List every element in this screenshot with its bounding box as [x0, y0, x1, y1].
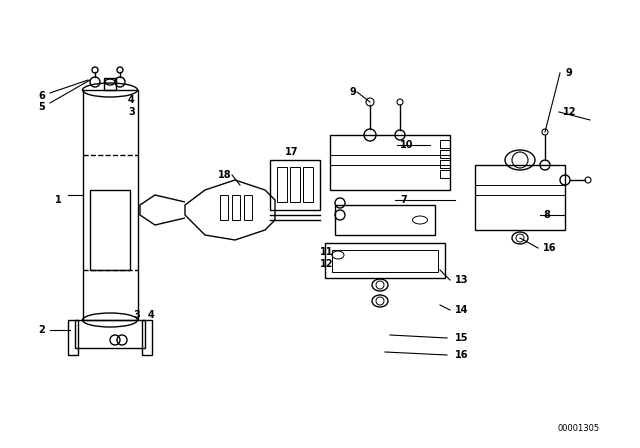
Bar — [277, 167, 287, 202]
Text: 00001305: 00001305 — [558, 423, 600, 432]
Bar — [440, 150, 450, 158]
Text: 16: 16 — [543, 243, 557, 253]
Text: 9: 9 — [565, 68, 572, 78]
Text: 10: 10 — [400, 140, 413, 150]
Bar — [335, 205, 435, 235]
Text: 2: 2 — [38, 325, 45, 335]
Bar — [68, 320, 78, 355]
Bar — [440, 160, 450, 168]
Text: 4: 4 — [148, 310, 155, 320]
Text: 7: 7 — [400, 195, 407, 205]
Bar — [104, 78, 116, 90]
Text: 8: 8 — [543, 210, 550, 220]
Bar — [325, 243, 445, 278]
Bar — [440, 140, 450, 148]
Bar — [332, 250, 438, 272]
Text: 12: 12 — [320, 259, 333, 269]
Bar — [475, 165, 565, 230]
Text: 3: 3 — [128, 107, 135, 117]
Text: 9: 9 — [350, 87, 356, 97]
Bar — [270, 160, 320, 210]
Bar — [90, 190, 130, 270]
Text: 4: 4 — [128, 95, 135, 105]
Text: 11: 11 — [320, 247, 333, 257]
Bar — [303, 167, 313, 202]
Text: 15: 15 — [455, 333, 468, 343]
Text: 1: 1 — [55, 195, 61, 205]
Text: 6: 6 — [38, 91, 45, 101]
Text: 18: 18 — [218, 170, 232, 180]
Text: 16: 16 — [455, 350, 468, 360]
Bar — [440, 170, 450, 178]
Text: 17: 17 — [285, 147, 298, 157]
Bar — [220, 195, 228, 220]
Bar — [232, 195, 240, 220]
Text: 3: 3 — [133, 310, 140, 320]
Text: 14: 14 — [455, 305, 468, 315]
Text: 5: 5 — [38, 102, 45, 112]
Bar — [142, 320, 152, 355]
Text: 13: 13 — [455, 275, 468, 285]
Bar — [83, 90, 138, 320]
Bar — [244, 195, 252, 220]
Bar — [75, 320, 145, 348]
Bar — [330, 135, 450, 190]
Bar — [290, 167, 300, 202]
Text: 12: 12 — [563, 107, 577, 117]
